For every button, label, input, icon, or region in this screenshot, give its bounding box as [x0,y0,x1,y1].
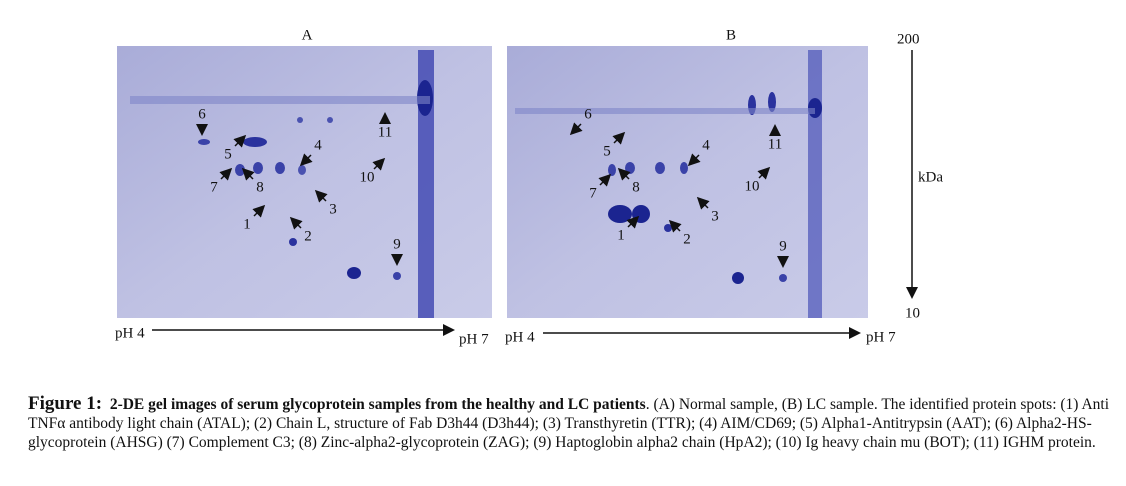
spot-arrow [696,196,710,210]
spot-label: 1 [243,216,251,232]
spot-label: 1 [617,227,625,243]
figure: A B 200 kDa 10 pH 4 pH 7 pH 4 pH 7 1 2 3 4 5… [115,27,943,347]
ph-start: pH 4 [115,325,145,341]
spot-label: 6 [198,106,206,122]
spot-arrow [299,153,313,167]
mass-unit: kDa [918,169,943,185]
ph-start: pH 4 [505,329,535,345]
ph-end: pH 7 [459,331,489,347]
gel-b [507,46,868,318]
spot-arrow [757,166,771,180]
mass-bottom: 10 [905,305,920,321]
spot-label: 5 [603,143,611,159]
spot-label: 10 [745,178,760,194]
spot-label: 7 [589,185,597,201]
spot-arrow [233,134,247,148]
spot-label: 7 [210,179,218,195]
spot-label: 8 [632,179,640,195]
spot-arrow [626,215,640,229]
spot-label: 9 [393,236,401,252]
spot-arrow [612,131,626,145]
caption-text: . (A) Normal sample, (B) LC sample. The … [28,396,1110,451]
spot-label: 10 [360,169,375,185]
spot-arrow [219,167,233,181]
ph-end: pH 7 [866,329,896,345]
panel-title: B [726,27,736,43]
spot-arrow [617,167,631,181]
panel-title: A [302,27,313,43]
spot-arrow [668,219,682,233]
mass-top: 200 [897,31,920,47]
spot-label: 3 [711,208,719,224]
spot-arrow [687,153,701,167]
spot-label: 3 [329,201,337,217]
spot-arrow [598,173,612,187]
spot-arrow [569,122,583,136]
spot-label: 2 [304,228,312,244]
spot-label: 4 [314,137,322,153]
spot-label: 4 [702,137,710,153]
spot-label: 5 [224,146,232,162]
gel-a [117,46,492,318]
spot-label: 11 [378,124,392,140]
spot-arrow [252,204,266,218]
spot-label: 9 [779,238,787,254]
spot-label: 6 [584,106,592,122]
spot-arrow [314,189,328,203]
spot-label: 2 [683,231,691,247]
caption: Figure 1: 2-DE gel images of serum glyco… [28,394,1110,452]
spot-arrow [241,167,255,181]
spot-label: 11 [768,136,782,152]
caption-title: 2-DE gel images of serum glycoprotein sa… [109,396,646,413]
spot-arrow [372,157,386,171]
caption-label: Figure 1: [28,393,103,414]
spot-arrow [289,216,303,230]
spot-label: 8 [256,179,264,195]
